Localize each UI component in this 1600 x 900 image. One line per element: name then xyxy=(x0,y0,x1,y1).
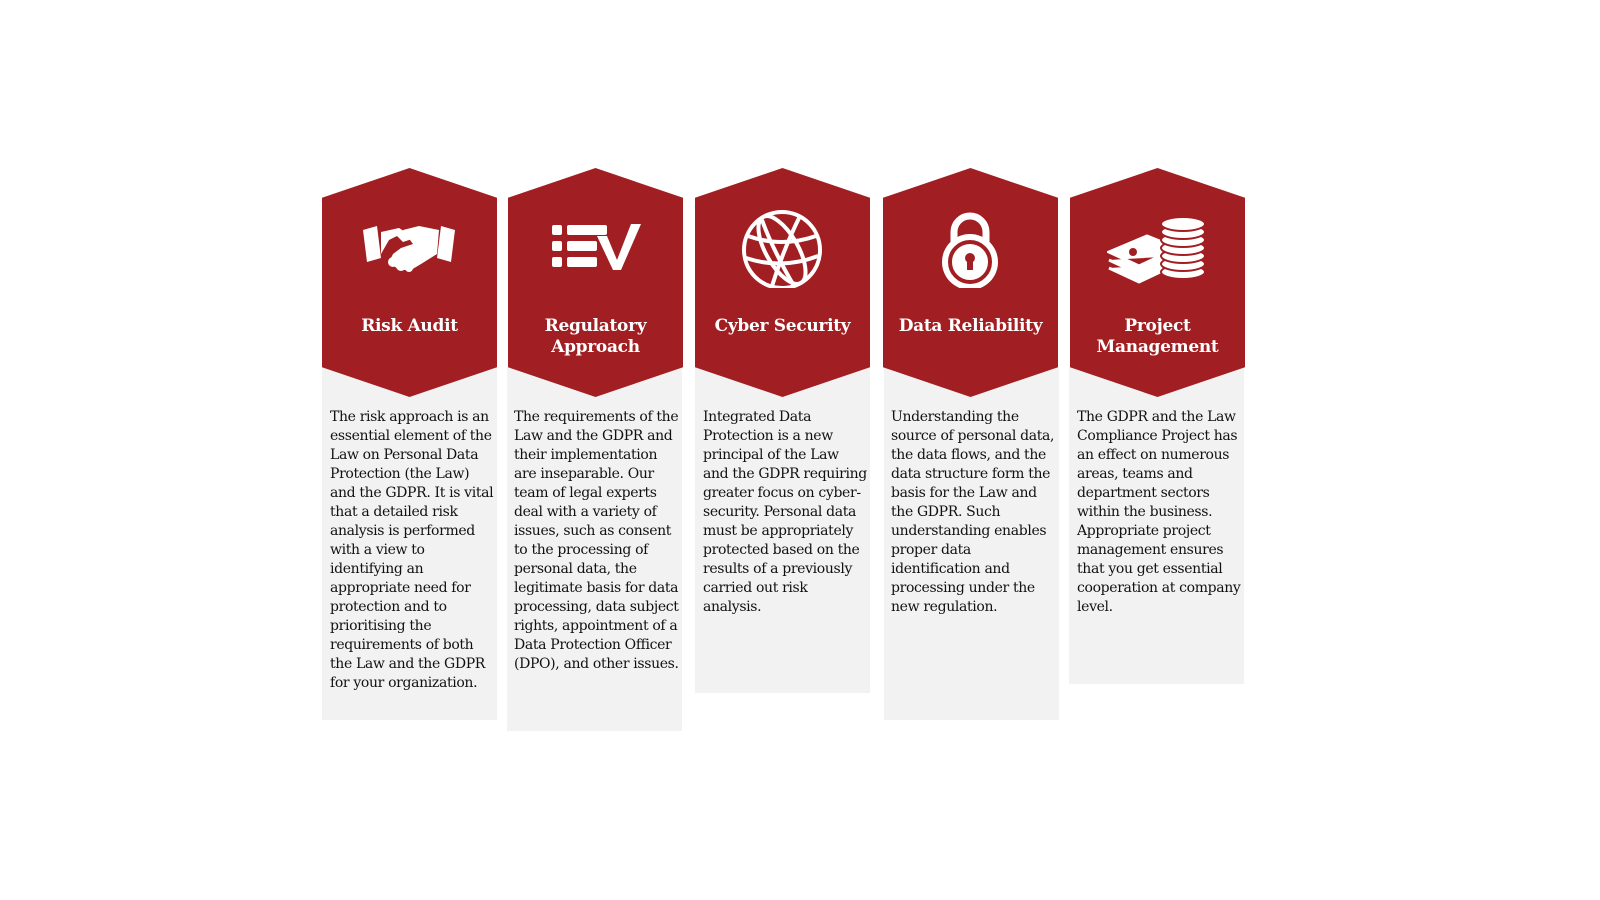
money-stack-icon xyxy=(1107,216,1206,284)
padlock-icon xyxy=(942,212,998,288)
card-hexagon xyxy=(322,168,497,397)
card-title: Risk Audit xyxy=(361,316,458,336)
card-panel xyxy=(1069,367,1244,684)
card-hexagon xyxy=(508,168,683,397)
card-panel xyxy=(884,367,1059,720)
card-text: The requirements of the Law and the GDPR… xyxy=(514,409,679,672)
card-title: Regulatory Approach xyxy=(544,316,647,357)
card-text: The GDPR and the Law Compliance Project … xyxy=(1077,409,1241,615)
card-title: Project Management xyxy=(1096,316,1219,357)
card-title: Cyber Security xyxy=(714,316,851,336)
card-text: Integrated Data Protection is a new prin… xyxy=(703,409,867,615)
card-hexagon xyxy=(1070,168,1245,397)
card-text: The risk approach is an essential elemen… xyxy=(330,409,494,691)
checklist-icon xyxy=(552,224,641,270)
globe-icon xyxy=(742,210,822,288)
handshake-icon xyxy=(363,226,455,272)
card-text: Understanding the source of personal dat… xyxy=(891,409,1055,615)
card-hexagon xyxy=(695,168,870,397)
card-panel xyxy=(507,367,682,731)
card-title: Data Reliability xyxy=(898,316,1043,336)
card-panel xyxy=(695,367,870,693)
card-panel xyxy=(322,367,497,720)
